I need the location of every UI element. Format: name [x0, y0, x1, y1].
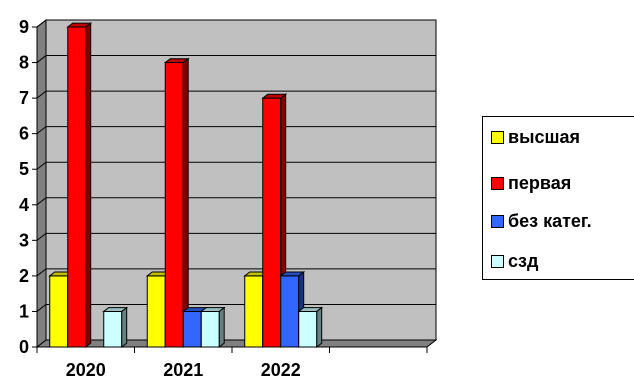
bar-сзд-2021	[199, 306, 226, 349]
gridline-6	[36, 126, 436, 135]
plot-area	[35, 18, 438, 349]
legend-swatch-3	[491, 214, 504, 228]
gridline-7	[36, 90, 436, 99]
bar-front	[244, 275, 264, 348]
legend-label-2: первая	[508, 173, 572, 193]
legend-swatch-4	[491, 254, 504, 268]
bar-front	[164, 62, 184, 348]
plot-floor	[35, 339, 438, 348]
plot-side-wall	[36, 18, 47, 349]
bar-front	[67, 26, 87, 348]
legend-swatch-2	[491, 176, 504, 190]
bar-сзд-2020	[102, 306, 129, 349]
legend-label-3: без катег.	[508, 211, 592, 231]
y-tick-label-6: 6	[19, 124, 29, 144]
y-tick-label-8: 8	[19, 53, 29, 73]
bar-front	[146, 275, 166, 348]
x-axis: 2020 2021 2022	[36, 346, 428, 380]
bar-side	[121, 306, 128, 349]
y-tick-label-7: 7	[19, 88, 29, 108]
y-tick-label-3: 3	[19, 230, 29, 250]
y-tick-label-0: 0	[19, 337, 29, 357]
y-tick-label-4: 4	[19, 195, 29, 215]
gridline-9	[36, 19, 436, 28]
bar-side	[316, 306, 323, 349]
bars	[48, 22, 324, 349]
x-tick-label-2020: 2020	[66, 360, 106, 380]
gridline-2	[36, 268, 436, 277]
bar-side	[182, 57, 189, 349]
bar-сзд-2022	[297, 306, 324, 349]
bar-front	[262, 97, 282, 348]
legend-item-2: первая	[491, 173, 571, 193]
legend-item-1: высшая	[491, 127, 580, 147]
legend-label-1: высшая	[508, 127, 580, 147]
bar-front	[200, 310, 220, 348]
legend-item-4: сзд	[491, 251, 538, 271]
y-tick-label-2: 2	[19, 266, 29, 286]
bar-front	[49, 275, 69, 348]
y-axis: 0 1 2 3 4 5 6 7 8 9	[19, 17, 38, 357]
y-tick-label-9: 9	[19, 17, 29, 37]
y-tick-label-5: 5	[19, 159, 29, 179]
gridline-8	[36, 55, 436, 63]
bar-side	[218, 306, 225, 349]
bar-side	[85, 22, 92, 349]
bar-первая-2021	[163, 57, 190, 349]
x-tick-label-2022: 2022	[261, 360, 301, 380]
gridline-5	[36, 161, 436, 170]
gridline-4	[36, 197, 436, 206]
bar-front	[103, 310, 123, 348]
gridline-1	[36, 303, 436, 312]
bar-front	[298, 310, 318, 348]
gridline-3	[36, 232, 436, 241]
legend-item-3: без катег.	[491, 211, 592, 231]
bar-front	[182, 310, 202, 348]
bar-первая-2020	[66, 22, 93, 349]
y-tick-label-1: 1	[19, 301, 29, 321]
plot-back-wall	[45, 19, 437, 341]
x-tick-label-2021: 2021	[163, 360, 203, 380]
bar-front	[280, 275, 300, 348]
legend: высшая первая без катег. сзд	[482, 116, 634, 280]
legend-swatch-1	[491, 130, 504, 144]
legend-label-4: сзд	[508, 251, 539, 271]
